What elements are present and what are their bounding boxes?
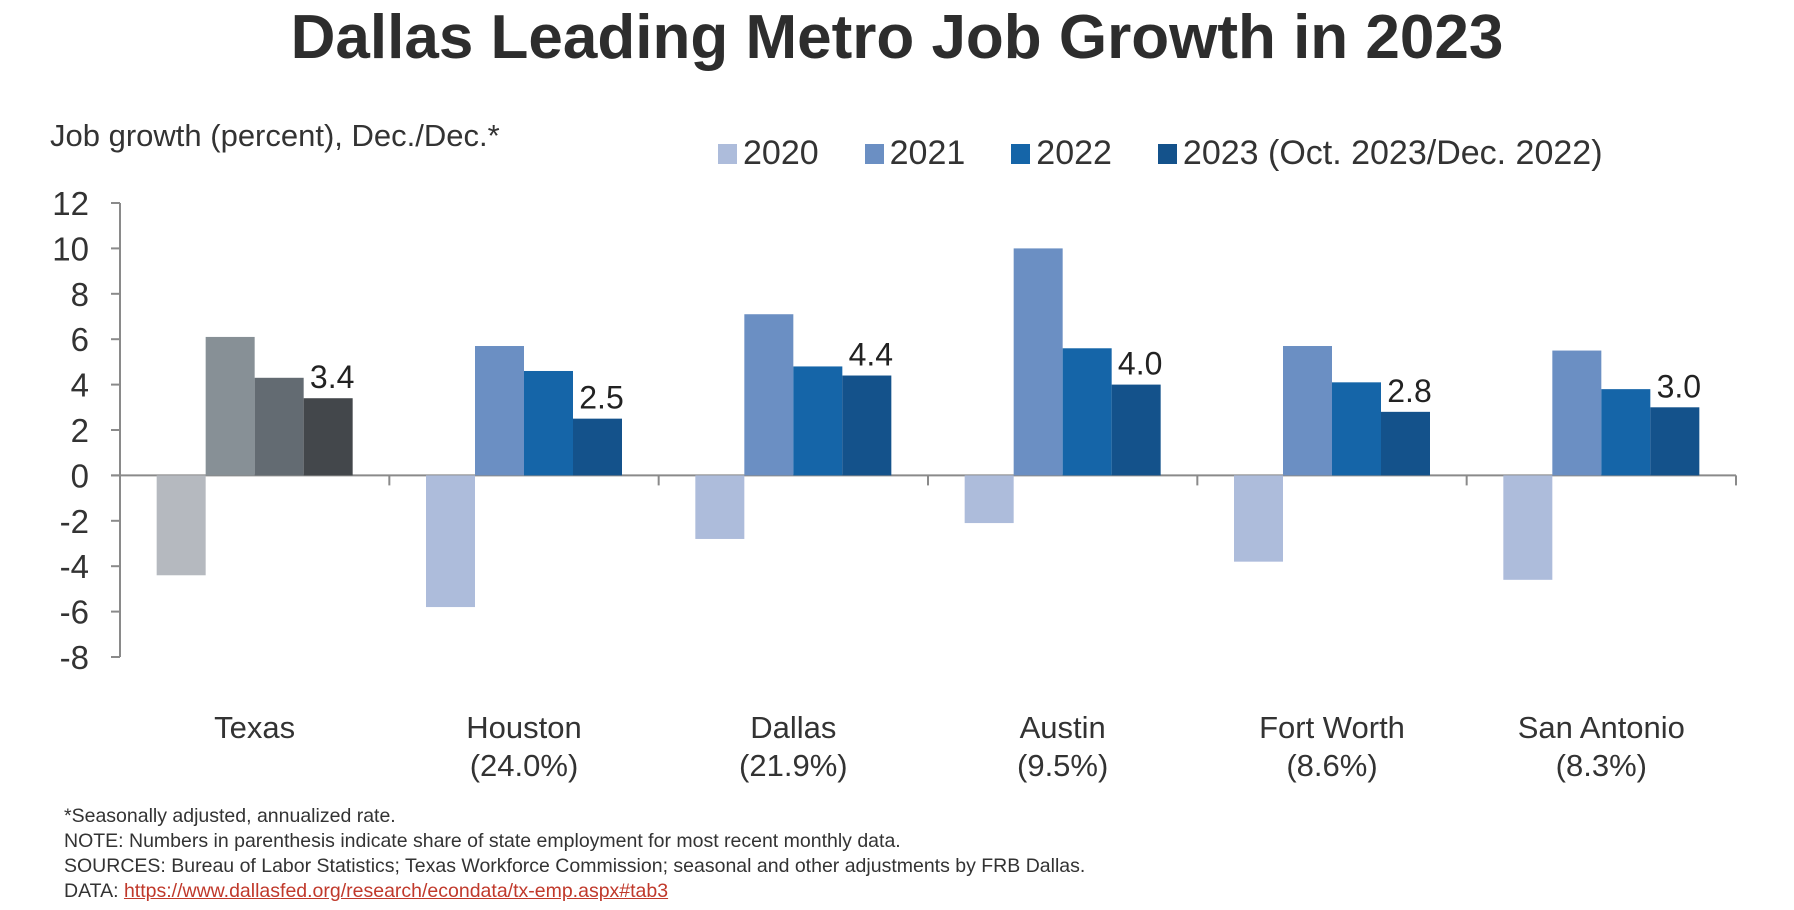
y-tick-label: -2 <box>60 503 89 540</box>
bar-2022-texas <box>254 377 304 476</box>
bar-2020-texas <box>156 475 206 576</box>
legend-swatch <box>864 143 884 164</box>
data-link[interactable]: https://www.dallasfed.org/research/econd… <box>123 880 669 902</box>
bar-2021-san-antonio <box>1552 350 1602 476</box>
footnote-note: NOTE: Numbers in parenthesis indicate sh… <box>64 830 901 852</box>
bar-2021-austin <box>1013 248 1063 476</box>
bar-2022-san-antonio <box>1601 389 1651 476</box>
bar-2023-texas <box>303 398 353 476</box>
legend-label: 2021 <box>889 134 966 172</box>
legend-swatch <box>718 143 737 164</box>
bar-2020-austin <box>964 475 1014 524</box>
bar-2022-fort-worth <box>1332 382 1381 476</box>
legend-label: 2023 (Oct. 2023/Dec. 2022) <box>1182 134 1603 172</box>
data-label: 4.4 <box>849 337 893 373</box>
bar-2023-fort-worth <box>1381 411 1430 476</box>
bar-2020-houston <box>426 475 475 608</box>
bar-2020-fort-worth <box>1234 475 1283 562</box>
bar-2022-dallas <box>793 366 843 476</box>
x-category-label: Dallas <box>750 710 836 745</box>
y-tick-label: -4 <box>60 548 89 585</box>
data-prefix: DATA: <box>64 880 124 902</box>
bar-2020-dallas <box>695 475 745 539</box>
legend-item-2022: 2022 <box>1011 134 1112 173</box>
x-category-label: San Antonio <box>1518 710 1685 745</box>
data-label: 3.0 <box>1657 368 1701 404</box>
bar-2023-dallas <box>842 375 892 476</box>
legend-swatch <box>1157 143 1177 164</box>
footnote-asterisk: *Seasonally adjusted, annualized rate. <box>64 805 396 827</box>
y-tick-label: -6 <box>60 594 89 631</box>
y-tick-label: 6 <box>71 321 89 358</box>
bar-2022-austin <box>1062 348 1112 476</box>
legend-item-2021: 2021 <box>864 134 966 173</box>
y-tick-label: 8 <box>71 276 89 313</box>
data-label: 3.4 <box>310 359 354 395</box>
chart-title: Dallas Leading Metro Job Growth in 2023 <box>290 3 1504 72</box>
x-category-share: (8.3%) <box>1556 748 1647 783</box>
legend: 2020 2021 2022 2023 (Oct. 2023/Dec. 2022… <box>718 134 1603 173</box>
data-label: 2.8 <box>1387 373 1431 409</box>
y-tick-label: 4 <box>71 367 89 404</box>
bar-2023-houston <box>573 418 622 476</box>
data-label: 2.5 <box>579 380 623 416</box>
y-tick-label: 0 <box>71 457 89 494</box>
bar-2022-houston <box>524 370 573 476</box>
legend-item-2020: 2020 <box>718 134 819 173</box>
x-category-label: Texas <box>214 710 295 745</box>
x-category-share: (21.9%) <box>739 748 848 783</box>
x-category-label: Fort Worth <box>1259 710 1405 745</box>
legend-label: 2022 <box>1036 134 1112 172</box>
bar-2021-fort-worth <box>1283 346 1332 476</box>
x-category-share: (24.0%) <box>470 748 579 783</box>
x-category-share: (9.5%) <box>1017 748 1108 783</box>
y-tick-label: 2 <box>71 412 89 449</box>
legend-item-2023: 2023 (Oct. 2023/Dec. 2022) <box>1157 134 1603 173</box>
x-category-share: (8.6%) <box>1286 748 1377 783</box>
data-label: 4.0 <box>1118 346 1162 382</box>
bar-2021-dallas <box>744 314 794 476</box>
y-axis-label: Job growth (percent), Dec./Dec.* <box>50 118 500 153</box>
footnote-sources: SOURCES: Bureau of Labor Statistics; Tex… <box>64 855 1086 877</box>
y-tick-label: 10 <box>52 230 89 267</box>
x-category-label: Austin <box>1020 710 1106 745</box>
bar-chart: 12 10 8 6 4 2 0 -2 -4 -6 -8 3.4 Texas 2.5 Houston(24.0… <box>52 185 1737 783</box>
bar-2020-san-antonio <box>1503 475 1553 580</box>
footnotes: *Seasonally adjusted, annualized rate. N… <box>64 804 1085 904</box>
legend-swatch <box>1011 143 1031 164</box>
footnote-data: DATA: https://www.dallasfed.org/research… <box>64 879 1085 904</box>
x-category-label: Houston <box>466 710 581 745</box>
bar-2021-houston <box>475 346 524 476</box>
bar-2021-texas <box>205 336 255 476</box>
legend-label: 2020 <box>743 134 819 172</box>
bar-2023-austin <box>1111 384 1161 476</box>
y-tick-label: 12 <box>52 185 89 222</box>
bar-2023-san-antonio <box>1650 407 1700 476</box>
y-tick-label: -8 <box>60 639 89 676</box>
